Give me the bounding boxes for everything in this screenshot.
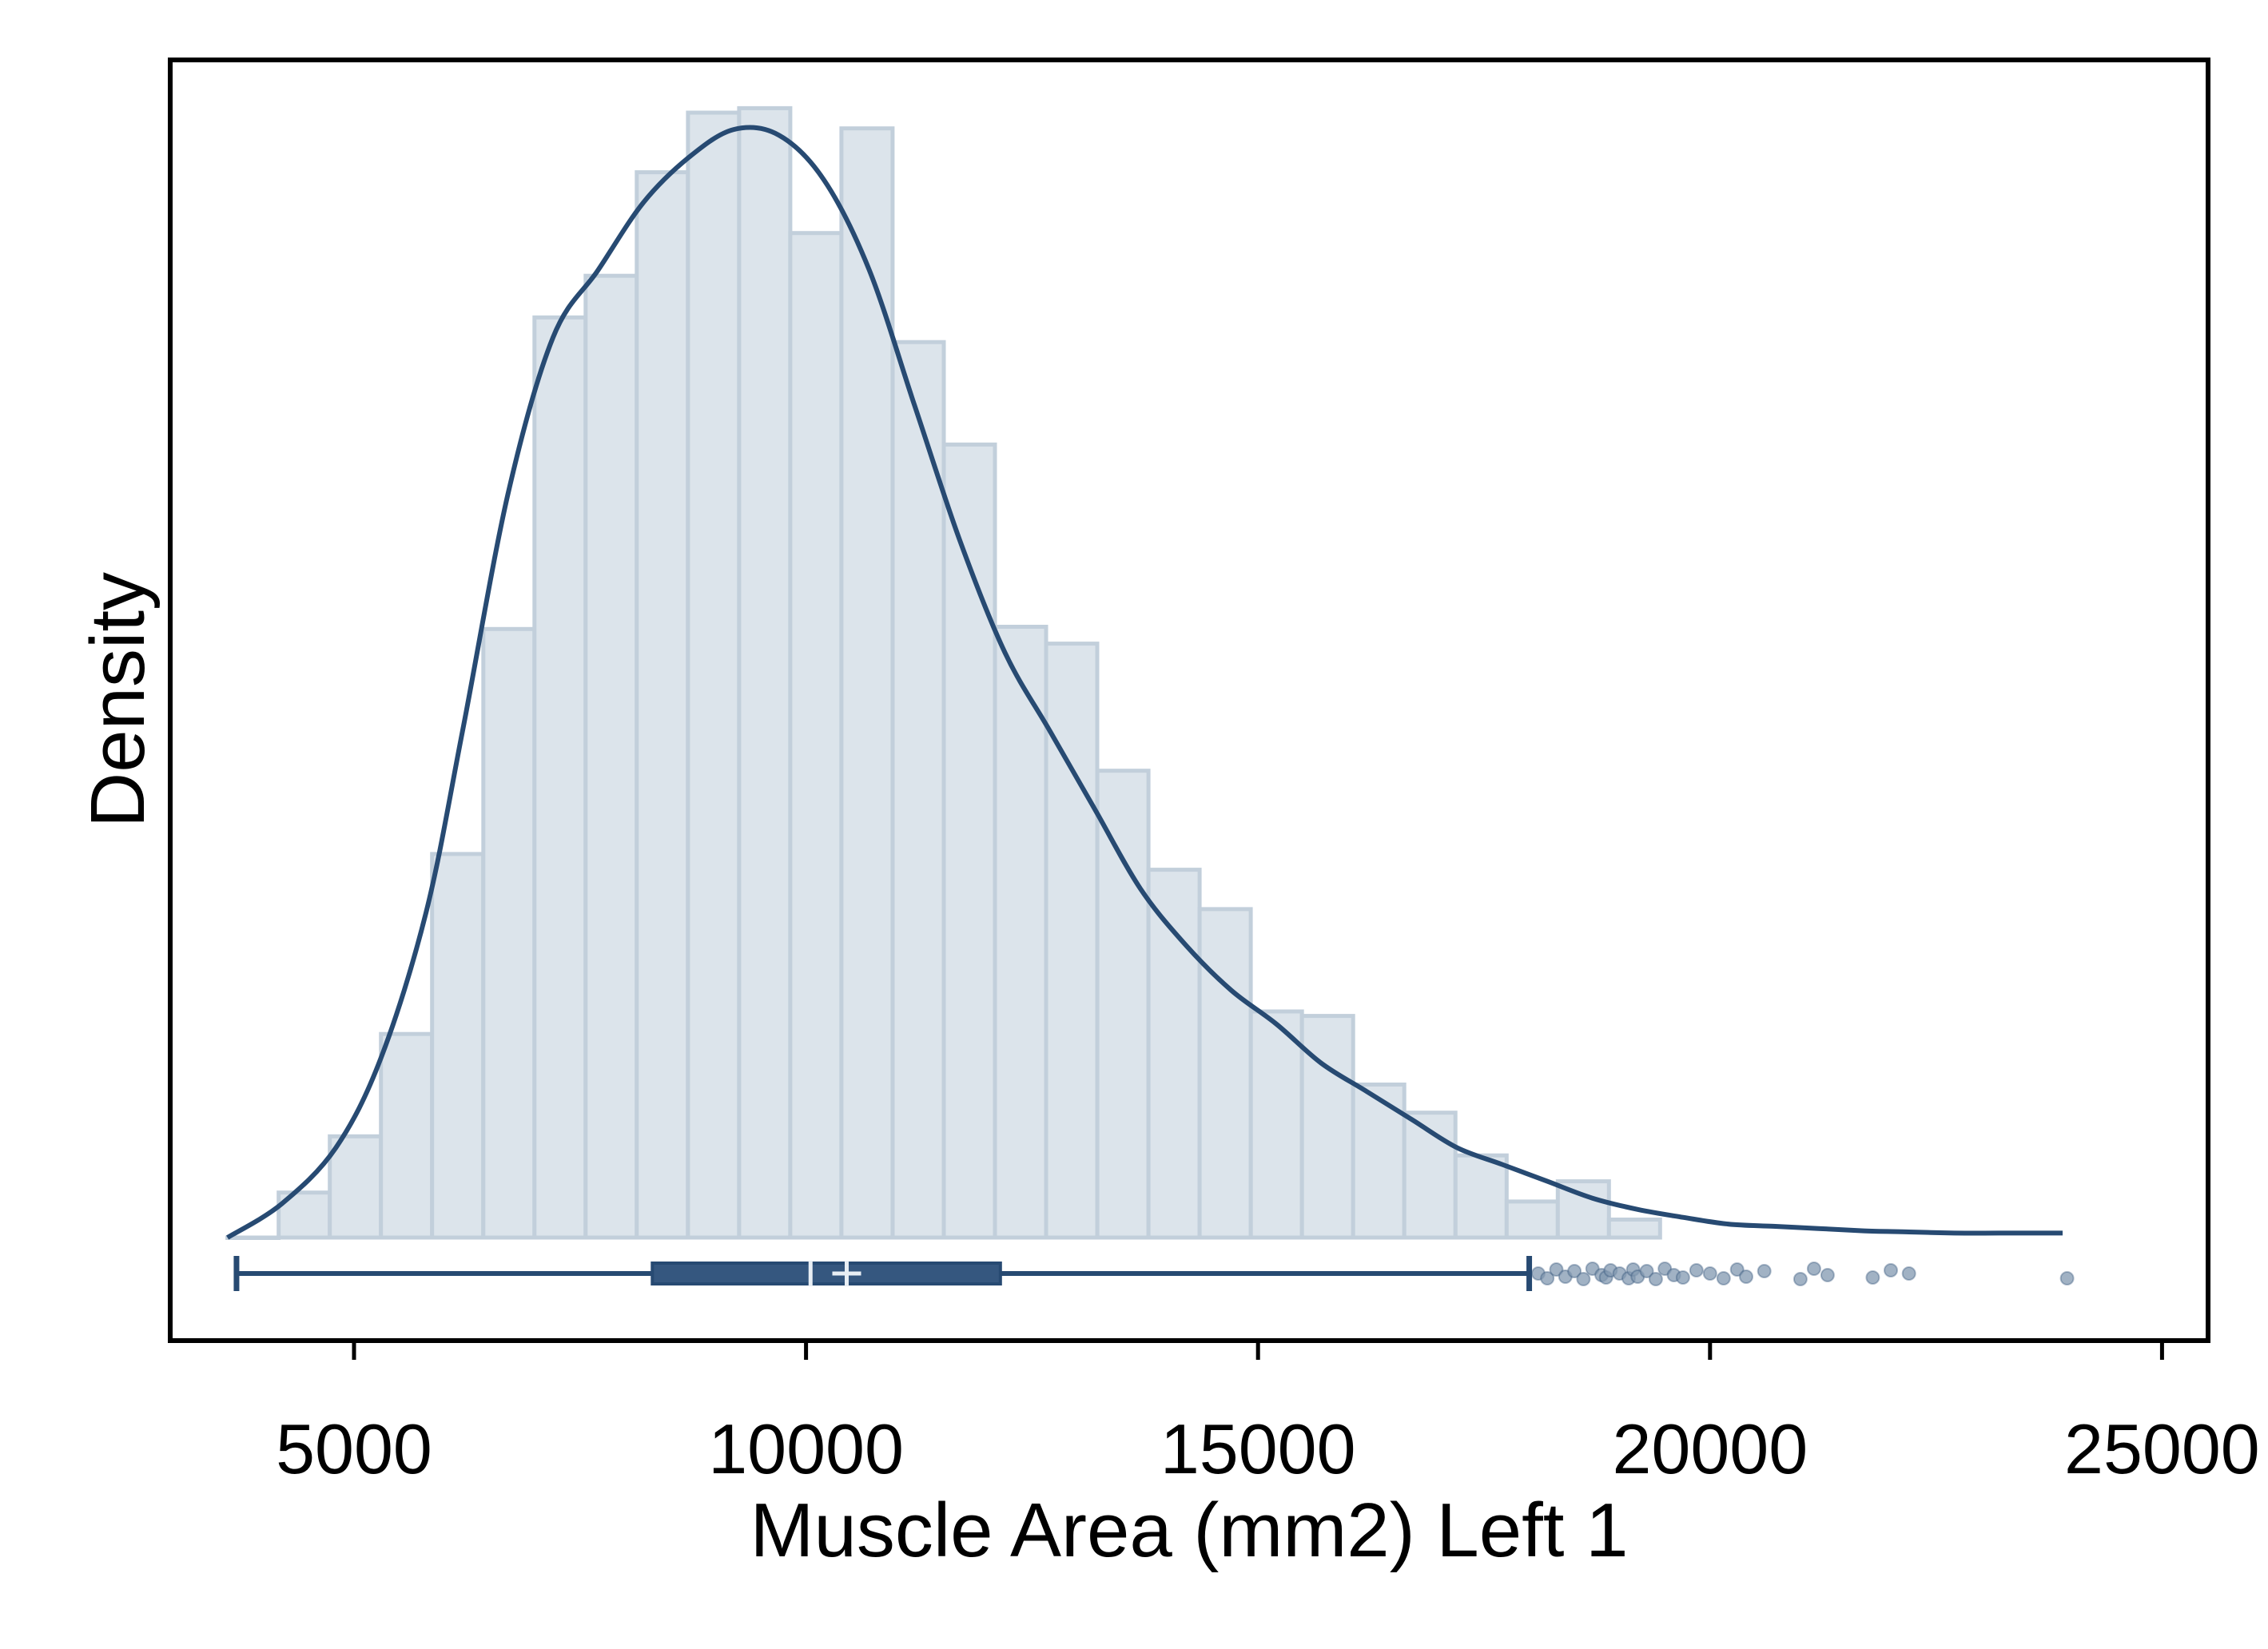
histogram-bar [1146, 868, 1202, 1240]
y-axis-title: Density [75, 572, 161, 828]
histogram-bar [1095, 769, 1151, 1240]
boxplot-outlier-point [1793, 1272, 1808, 1286]
histogram-bar [1197, 907, 1253, 1240]
x-tick-label: 20000 [1612, 1409, 1808, 1488]
histogram-bar [481, 626, 537, 1240]
histogram-bar [1453, 1153, 1509, 1240]
histogram-bars [225, 105, 1662, 1240]
boxplot-outlier-point [2059, 1271, 2075, 1285]
histogram-bar [941, 442, 997, 1240]
boxplot-outlier-point [1757, 1264, 1772, 1278]
x-tick-label: 15000 [1160, 1409, 1356, 1488]
boxplot-box [651, 1262, 1002, 1285]
boxplot-outlier-point [1576, 1272, 1591, 1286]
boxplot-outlier-point [1702, 1266, 1717, 1281]
boxplot-outliers [1530, 1262, 2075, 1286]
x-tick-label: 25000 [2064, 1409, 2260, 1488]
histogram-bar [635, 170, 690, 1240]
boxplot [233, 1256, 1533, 1291]
boxplot-outlier-point [1884, 1263, 1898, 1277]
boxplot-outlier-point [1675, 1270, 1690, 1285]
histogram-bar [993, 625, 1048, 1240]
histogram-bar [839, 126, 895, 1240]
histogram-bar [328, 1134, 384, 1240]
histogram-bar [1044, 642, 1100, 1240]
boxplot-outlier-point [1549, 1262, 1564, 1277]
boxplot-outlier-point [1739, 1270, 1753, 1284]
boxplot-outlier-point [1716, 1271, 1731, 1285]
histogram-bar [788, 231, 844, 1240]
histogram-bar [1606, 1218, 1662, 1240]
x-axis-title: Muscle Area (mm2) Left 1 [750, 1488, 1628, 1573]
histogram-bar [1299, 1014, 1355, 1240]
x-tick-label: 5000 [276, 1409, 432, 1488]
boxplot-outlier-point [1648, 1272, 1663, 1286]
boxplot-outlier-point [1901, 1266, 1916, 1281]
histogram-bar [532, 315, 588, 1240]
boxplot-outlier-point [1540, 1271, 1555, 1285]
boxplot-outlier-point [1639, 1264, 1654, 1278]
boxplot-outlier-point [1865, 1270, 1880, 1285]
x-axis-ticks: 5000 10000 15000 20000 25000 [276, 1341, 2260, 1488]
plot-frame [168, 58, 2210, 1343]
boxplot-outlier-point [1689, 1263, 1704, 1277]
density-curve [226, 125, 2063, 1240]
boxplot-outlier-point [1729, 1262, 1745, 1277]
boxplot-outlier-point [1585, 1262, 1600, 1276]
histogram-bar [583, 273, 639, 1240]
x-tick-label: 10000 [708, 1409, 904, 1488]
histogram-bar [686, 110, 742, 1240]
histogram-bar [737, 105, 793, 1240]
boxplot-outlier-point [1567, 1264, 1582, 1278]
histogram-bar [1248, 1009, 1304, 1240]
histogram-bar [379, 1031, 435, 1240]
boxplot-outlier-point [1806, 1262, 1821, 1276]
boxplot-outlier-point [1820, 1268, 1835, 1282]
boxplot-outlier-point [1657, 1262, 1673, 1276]
histogram-bar [430, 852, 486, 1240]
histogram-bar [1504, 1199, 1560, 1240]
